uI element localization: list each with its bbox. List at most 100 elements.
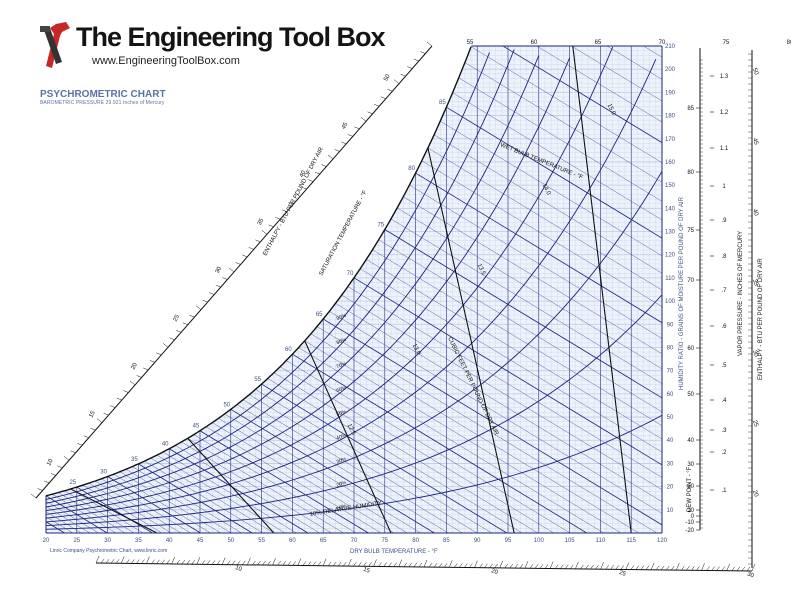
enthalpy-bottom-tick — [383, 562, 387, 567]
x-tick-label: 95 — [505, 538, 512, 544]
wet-bulb-line — [446, 106, 662, 314]
enthalpy-left-tick-label: 40 — [299, 169, 308, 178]
enthalpy-ruler-tick — [380, 96, 386, 99]
wet-bulb-line — [181, 441, 332, 533]
enthalpy-bottom-tick — [640, 565, 645, 570]
enthalpy-bottom-tick — [555, 564, 559, 569]
x-tick-label: 90 — [474, 538, 481, 544]
x-tick-label: 75 — [381, 538, 388, 544]
enthalpy-bottom-tick — [686, 566, 690, 571]
saturation-tick-label: 60 — [285, 347, 292, 353]
wet-bulb-line — [46, 502, 65, 533]
wet-bulb-line — [187, 438, 344, 533]
rh-curve-20 — [46, 294, 662, 527]
saturation-label: SATURATION TEMPERATURE - °F — [318, 189, 368, 277]
enthalpy-ruler-tick — [426, 41, 433, 47]
enthalpy-ruler-tick — [129, 380, 136, 386]
enthalpy-ruler-tick — [242, 254, 248, 258]
enthalpy-ruler-tick — [50, 473, 56, 476]
wet-bulb-line — [341, 294, 662, 533]
enthalpy-ruler-tick — [294, 192, 301, 197]
wet-bulb-line — [421, 160, 662, 382]
enthalpy-bottom-tick — [388, 562, 392, 567]
wet-bulb-line — [89, 482, 172, 533]
enthalpy-ruler-tick — [162, 343, 169, 348]
enthalpy-ruler-tick — [288, 201, 294, 205]
rh-curve-70 — [46, 55, 540, 508]
enthalpy-bottom-tick — [358, 562, 362, 567]
enthalpy-bottom-tick — [368, 562, 372, 567]
wet-bulb-line — [212, 422, 395, 533]
vapor-pressure-label: VAPOR PRESSURE - INCHES OF MERCURY — [738, 231, 744, 356]
enthalpy-ruler-tick — [321, 164, 327, 167]
rh-curve-60 — [46, 57, 571, 512]
enthalpy-bottom-tick — [161, 559, 165, 564]
enthalpy-bottom-tick — [338, 561, 342, 567]
enthalpy-ruler-tick — [70, 450, 76, 454]
wet-bulb-line — [46, 498, 90, 533]
x-tick-label: 35 — [135, 538, 142, 544]
enthalpy-ruler-tick — [367, 111, 373, 115]
volume-tick-label: 15.0 — [606, 103, 617, 117]
logo-url[interactable]: www.EngineeringToolBox.com — [92, 55, 240, 67]
enthalpy-bottom-tick — [454, 563, 458, 568]
wet-bulb-line — [384, 229, 662, 474]
enthalpy-left-tick-label: 45 — [341, 121, 350, 130]
wet-bulb-line — [390, 218, 662, 459]
volume-tick-label: 12.5 — [346, 423, 357, 437]
wet-bulb-line — [168, 448, 309, 533]
enthalpy-right-tick-label: 35 — [751, 278, 759, 287]
wet-bulb-line — [415, 172, 662, 398]
wet-bulb-line — [533, 0, 786, 12]
volume-line — [544, 46, 632, 533]
enthalpy-bottom-tick — [156, 559, 160, 564]
enthalpy-bottom-tick — [353, 561, 357, 567]
enthalpy-ruler-tick — [143, 367, 149, 371]
chart-title: PSYCHROMETRIC CHART — [40, 89, 166, 100]
logo[interactable]: The Engineering Tool Box www.Engineering… — [38, 22, 386, 72]
enthalpy-bottom-tick — [418, 562, 423, 568]
enthalpy-ruler-tick — [360, 117, 367, 122]
enthalpy-bottom-tick — [226, 560, 231, 565]
enthalpy-bottom-tick — [105, 558, 110, 564]
vapor-pressure-tick-label: .6 — [721, 324, 727, 330]
enthalpy-label-left: ENTHALPY - BTU PER POUND OF DRY AIR — [262, 146, 325, 257]
wet-bulb-line — [489, 46, 662, 177]
enthalpy-bottom-tick — [716, 566, 720, 571]
volume-line — [187, 437, 275, 533]
enthalpy-bottom-tick — [136, 559, 140, 564]
wet-bulb-tick-label: 75 — [723, 40, 730, 46]
x-tick-label: 45 — [197, 538, 204, 544]
y-tick-label: 30 — [667, 461, 674, 467]
enthalpy-ruler-tick — [149, 360, 155, 363]
enthalpy-ruler-tick — [235, 262, 241, 265]
enthalpy-bottom-tick — [247, 557, 251, 565]
enthalpy-bottom-tick — [549, 561, 554, 569]
enthalpy-bottom-tick — [605, 565, 609, 570]
x-tick-label: 65 — [320, 538, 327, 544]
enthalpy-bottom-tick — [332, 561, 337, 567]
enthalpy-right-tick-label: 20 — [751, 489, 759, 498]
dew-point-tick-label: 30 — [687, 462, 694, 468]
enthalpy-bottom-tick — [282, 561, 286, 566]
enthalpy-bottom-tick — [348, 558, 352, 567]
wet-bulb-line — [230, 408, 435, 533]
enthalpy-ruler-tick — [116, 397, 122, 401]
enthalpy-bottom-tick — [443, 563, 448, 568]
wet-bulb-line — [46, 500, 82, 533]
wet-bulb-line — [397, 207, 662, 444]
labels-layer: 20 25 30 35 40 45 50 55 60 65 70 75 80 85 90 95 100 105 11… — [43, 40, 791, 580]
enthalpy-ruler-tick — [37, 488, 43, 491]
rh-value-label: 70% — [336, 361, 348, 370]
enthalpy-ruler-tick — [407, 66, 413, 69]
enthalpy-left-tick-label: 50 — [383, 73, 392, 82]
enthalpy-bottom-tick — [474, 560, 478, 568]
wet-bulb-line — [144, 460, 264, 533]
enthalpy-right-tick-label: 25 — [751, 419, 759, 428]
enthalpy-bottom-tick — [196, 557, 201, 565]
wet-bulb-line — [249, 394, 478, 533]
saturation-tick-label: 40 — [162, 442, 169, 448]
x-tick-label: 25 — [73, 538, 80, 544]
wet-bulb-tick-label: 70 — [659, 40, 666, 46]
